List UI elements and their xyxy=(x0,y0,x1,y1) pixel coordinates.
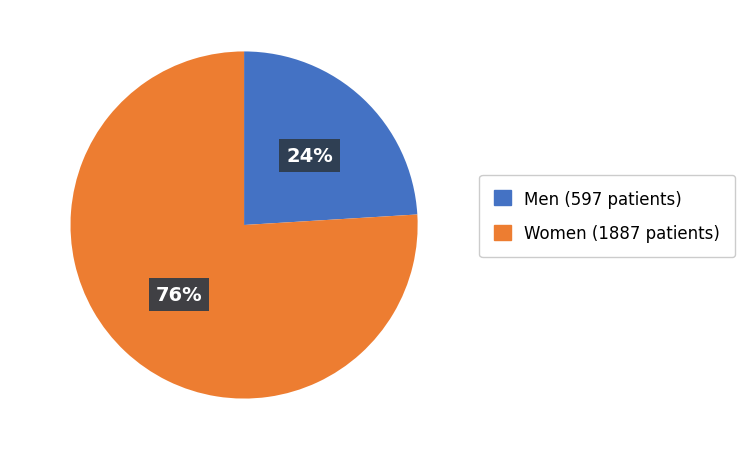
Text: 76%: 76% xyxy=(155,285,202,304)
Text: 24%: 24% xyxy=(286,147,333,166)
Wedge shape xyxy=(71,52,418,399)
Wedge shape xyxy=(244,52,418,226)
Legend: Men (597 patients), Women (1887 patients): Men (597 patients), Women (1887 patients… xyxy=(479,175,735,258)
